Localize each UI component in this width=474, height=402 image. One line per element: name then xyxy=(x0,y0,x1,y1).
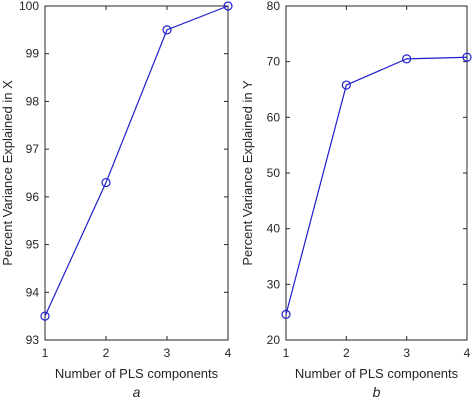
data-point-marker xyxy=(223,1,233,11)
panel-label: b xyxy=(373,384,381,400)
y-tick-label: 99 xyxy=(26,47,40,61)
y-tick-label: 96 xyxy=(26,190,40,204)
data-point-marker xyxy=(162,25,172,35)
y-tick-label: 93 xyxy=(26,333,40,347)
chart-panel-b: 1 2 3 4 20 30 40 50 60 70 80 Number of PLS componen… xyxy=(240,0,472,400)
y-tick-label: 94 xyxy=(26,285,40,299)
panel-label: a xyxy=(133,384,141,400)
x-tick-label: 4 xyxy=(464,346,471,360)
x-axis-label: Number of PLS components xyxy=(295,366,459,381)
data-point-marker xyxy=(402,54,412,64)
x-tick-label: 3 xyxy=(164,346,171,360)
y-tick-label: 50 xyxy=(267,166,281,180)
plot-area-frame xyxy=(285,5,468,341)
y-tick-label: 80 xyxy=(267,0,281,13)
x-tick-label: 1 xyxy=(42,346,49,360)
data-point-marker xyxy=(281,309,291,319)
data-point-marker xyxy=(40,311,50,321)
x-tick-label: 4 xyxy=(225,346,232,360)
chart-panel-a: 1 2 3 4 93 94 95 96 97 98 99 100 Number of PLS compo… xyxy=(0,0,233,400)
x-axis-label: Number of PLS components xyxy=(55,366,219,381)
y-tick-label: 70 xyxy=(267,55,281,69)
x-tick-label: 2 xyxy=(343,346,350,360)
y-axis-label: Percent Variance Explained in X xyxy=(0,80,15,266)
x-tick-label: 3 xyxy=(403,346,410,360)
series-line xyxy=(44,5,229,317)
x-tick-label: 1 xyxy=(283,346,290,360)
x-tick-label: 2 xyxy=(103,346,110,360)
y-tick-label: 40 xyxy=(267,222,281,236)
y-tick-label: 60 xyxy=(267,110,281,124)
data-point-marker xyxy=(462,52,472,62)
plot-area-frame xyxy=(44,5,229,341)
y-tick-label: 97 xyxy=(26,142,40,156)
y-tick-label: 98 xyxy=(26,94,40,108)
series-line xyxy=(285,56,468,315)
data-point-marker xyxy=(341,80,351,90)
y-tick-label: 20 xyxy=(267,333,281,347)
data-point-marker xyxy=(101,177,111,188)
y-tick-label: 95 xyxy=(26,238,40,252)
y-tick-label: 100 xyxy=(19,0,39,13)
y-tick-label: 30 xyxy=(267,277,281,291)
y-axis-label: Percent Variance Explained in Y xyxy=(240,80,255,266)
